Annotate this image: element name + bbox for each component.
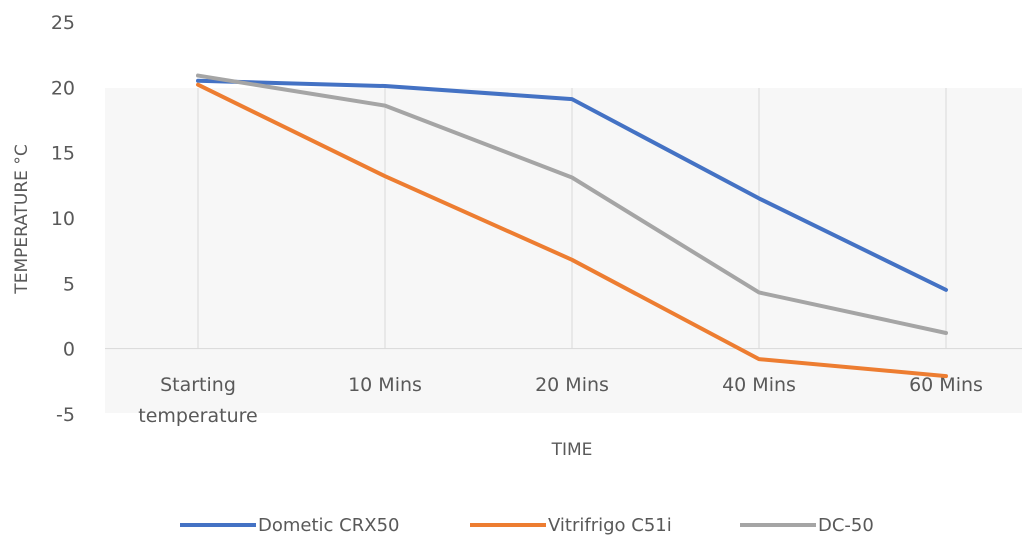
series-line-dometic-crx50 bbox=[196, 78, 948, 292]
series-line-vitrifrigo-c51i bbox=[196, 82, 948, 379]
x-tick-label: 60 Mins bbox=[909, 374, 983, 396]
x-axis-ticks: Starting temperature 10 Mins 20 Mins 40 Mins… bbox=[138, 374, 983, 427]
x-axis-title: TIME bbox=[551, 440, 593, 460]
y-axis-title: TEMPERATURE °C bbox=[12, 144, 32, 294]
legend: Dometic CRX50 Vitrifrigo C51i DC-50 bbox=[180, 515, 874, 536]
legend-label: Dometic CRX50 bbox=[258, 515, 399, 536]
x-tick-label: temperature bbox=[138, 405, 257, 427]
x-tick-label: Starting bbox=[160, 374, 236, 396]
legend-label: DC-50 bbox=[818, 515, 874, 536]
y-tick-label: -5 bbox=[56, 404, 75, 426]
series-lines bbox=[196, 73, 948, 379]
grid-lines bbox=[197, 88, 947, 349]
series-line-dc-50 bbox=[196, 73, 948, 335]
y-axis-ticks: 25 20 15 10 5 0 -5 bbox=[51, 12, 75, 426]
x-tick-label: 20 Mins bbox=[535, 374, 609, 396]
y-tick-label: 0 bbox=[63, 339, 75, 361]
x-tick-label: 40 Mins bbox=[722, 374, 796, 396]
plot-area-band bbox=[105, 88, 1022, 413]
y-tick-label: 10 bbox=[51, 208, 75, 230]
y-tick-label: 20 bbox=[51, 77, 75, 99]
y-tick-label: 5 bbox=[63, 273, 75, 295]
legend-label: Vitrifrigo C51i bbox=[548, 515, 672, 536]
y-tick-label: 15 bbox=[51, 143, 75, 165]
y-tick-label: 25 bbox=[51, 12, 75, 34]
x-tick-label: 10 Mins bbox=[348, 374, 422, 396]
